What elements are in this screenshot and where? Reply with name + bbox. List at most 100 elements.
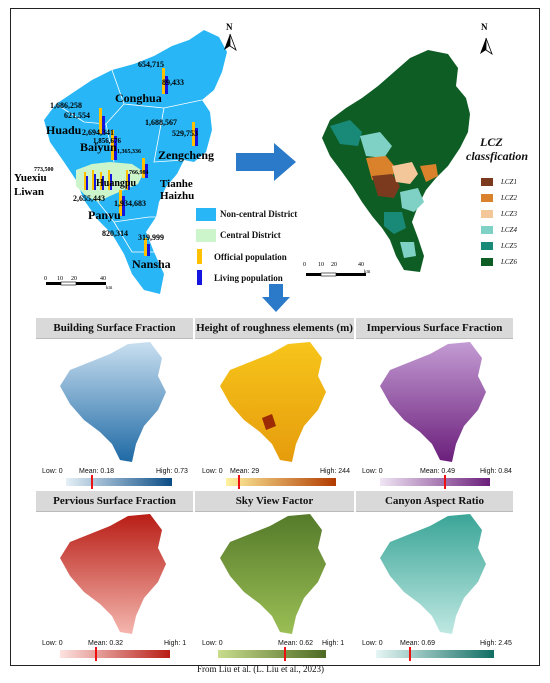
huangpu-living-value: 766,984: [129, 170, 149, 176]
legend-swatch-non-central: [196, 208, 216, 221]
scale-bar: [46, 281, 106, 286]
legend-living: Living population: [214, 273, 283, 283]
low-isf: Low: 0: [362, 468, 383, 475]
map-svf: [220, 514, 326, 634]
mean-bsf: Mean: 0.18: [79, 468, 115, 475]
mean-marker-svf: [284, 647, 286, 661]
conghua-official-value: 654,715: [138, 60, 164, 69]
colorbar-svf: [218, 650, 326, 658]
population-bars: [84, 68, 198, 256]
mean-svf: Mean: 0.62: [278, 640, 314, 647]
mean-isf: Mean: 0.49: [420, 468, 456, 475]
district-label-baiyun: Baiyun: [80, 140, 117, 154]
mean-marker-height: [238, 475, 240, 489]
baiyun-official-value: 2,694,341: [82, 128, 114, 137]
colorbar-car: [376, 650, 494, 658]
district-label-panyu: Panyu: [88, 208, 121, 222]
panel-title-bsf: Building Surface Fraction: [36, 318, 193, 339]
colorbar-psf: [60, 650, 170, 658]
district-label-nansha: Nansha: [132, 257, 171, 271]
non-central-region: [44, 30, 227, 294]
district-label-yuexiu: Yuexiu: [14, 172, 47, 184]
scale-right-10: 10: [318, 262, 324, 268]
scale-right-40: 40: [358, 262, 364, 268]
legend-non-central: Non-central District: [220, 209, 298, 219]
district-label-huadu: Huadu: [46, 123, 82, 137]
high-svf: High: 1: [322, 640, 345, 647]
panyu-living-value: 1,934,683: [114, 199, 146, 208]
scale-bar-right: [306, 272, 366, 277]
district-label-zengcheng: Zengcheng: [158, 148, 215, 162]
panyu-official-value: 2,655,443: [73, 194, 105, 203]
mean-marker-isf: [444, 475, 446, 489]
right-arrow-icon: [236, 143, 296, 181]
lcz6-label: LCZ6: [501, 258, 517, 266]
yuexiu-value: 773,500: [34, 167, 54, 173]
scale-right-20: 20: [331, 262, 337, 268]
colorbar-bsf: [66, 478, 172, 486]
mean-marker-bsf: [91, 475, 93, 489]
colorbar-height: [226, 478, 336, 486]
huangpu-official-value: 1,365,336: [117, 149, 141, 155]
north-arrow-icon: [224, 33, 237, 52]
panel-title-psf: Pervious Surface Fraction: [36, 491, 193, 512]
nansha-living-value: 319,999: [138, 233, 164, 242]
nansha-official-value: 820,314: [102, 229, 128, 238]
lcz3-label: LCZ3: [501, 210, 517, 218]
mean-marker-psf: [95, 647, 97, 661]
low-height: Low: 0: [202, 468, 223, 475]
north-label-right: N: [481, 22, 488, 32]
high-psf: High: 1: [164, 640, 187, 647]
huadu-official-value: 1,686,258: [50, 101, 82, 110]
scale-unit: km: [106, 286, 113, 291]
lcz-base-region: [322, 50, 470, 272]
map-psf: [60, 514, 166, 634]
zengcheng-living-value: 529,753: [172, 129, 198, 138]
high-isf: High: 0.84: [480, 468, 512, 475]
district-label-haizhu: Haizhu: [160, 190, 195, 202]
lcz1-swatch: [481, 178, 493, 186]
district-label-tianhe: Tianhe: [160, 178, 193, 190]
legend-swatch-living: [197, 270, 202, 285]
district-label-huangpu: Huangpu: [96, 178, 137, 189]
low-psf: Low: 0: [42, 640, 63, 647]
scale-10: 10: [57, 276, 63, 282]
north-arrow-right-icon: [480, 37, 493, 56]
low-bsf: Low: 0: [42, 468, 63, 475]
map-height: [220, 342, 326, 462]
lcz6-swatch: [481, 258, 493, 266]
legend-central: Central District: [220, 230, 281, 240]
scale-40: 40: [100, 276, 106, 282]
high-bsf: High: 0.73: [156, 468, 188, 475]
figure-caption: From Liu et al. (L. Liu et al., 2023): [197, 664, 324, 674]
lcz-title-1: LCZ: [480, 135, 503, 149]
figure-frame: [10, 8, 540, 666]
map-bsf: [60, 342, 166, 462]
lcz1-label: LCZ1: [501, 178, 517, 186]
legend-swatch-official: [197, 249, 202, 264]
mean-marker-car: [409, 647, 411, 661]
lcz3-swatch: [481, 210, 493, 218]
population-map: [44, 30, 237, 294]
scale-right-unit: km: [364, 270, 371, 275]
mean-psf: Mean: 0.32: [88, 640, 124, 647]
panel-title-svf: Sky View Factor: [195, 491, 354, 512]
lcz-map: [306, 37, 493, 277]
panel-title-car: Canyon Aspect Ratio: [356, 491, 513, 512]
low-svf: Low: 0: [202, 640, 223, 647]
lcz4-swatch: [481, 226, 493, 234]
conghua-living-value: 89,433: [162, 78, 184, 87]
legend-swatch-central: [196, 229, 216, 242]
lcz-title-2: classfication: [466, 149, 528, 163]
mean-car: Mean: 0.69: [400, 640, 436, 647]
baiyun-living-value: 1,856,676: [93, 137, 121, 145]
high-car: High: 2.45: [480, 640, 512, 647]
scale-20: 20: [71, 276, 77, 282]
lcz2-swatch: [481, 194, 493, 202]
district-label-conghua: Conghua: [115, 91, 162, 105]
panel-title-isf: Impervious Surface Fraction: [356, 318, 513, 339]
map-car: [380, 514, 486, 634]
legend-official: Official population: [214, 252, 287, 262]
mean-height: Mean: 29: [230, 468, 260, 475]
scale-0: 0: [44, 276, 47, 282]
